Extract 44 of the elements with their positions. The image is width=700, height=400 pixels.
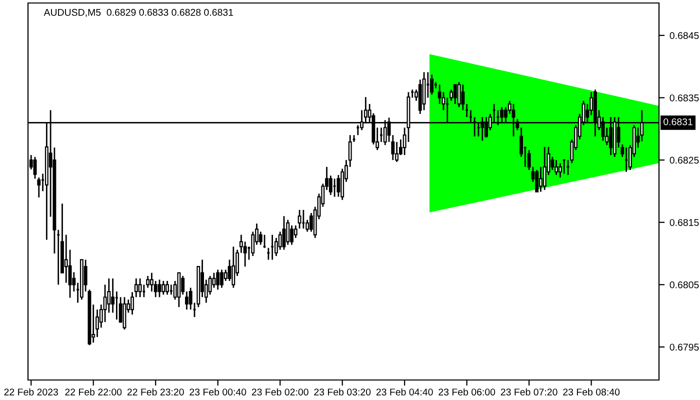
candlestick <box>430 74 434 96</box>
x-tick-label: 23 Feb 07:20 <box>500 388 558 396</box>
x-tick-label: 22 Feb 23:20 <box>127 388 184 396</box>
candlestick <box>453 84 457 105</box>
y-tick-label: 0.6845 <box>670 32 699 40</box>
candlestick <box>232 246 236 288</box>
candlestick <box>298 209 302 230</box>
candlestick <box>258 231 262 246</box>
x-tick-label: 23 Feb 00:40 <box>190 388 246 396</box>
candlestick <box>336 174 340 198</box>
candlestick <box>224 269 228 282</box>
candlestick <box>138 278 142 298</box>
candlestick <box>220 269 224 288</box>
candlestick <box>309 212 313 232</box>
y-tick-label: 0.6815 <box>670 219 699 226</box>
candlestick <box>550 156 554 171</box>
candlestick <box>558 162 562 178</box>
text: AUDUSD,M5 0.6829 0.6833 0.6828 0.6831 <box>44 8 234 17</box>
ref-line-label: 0.6831 <box>664 118 692 126</box>
candlestick <box>290 224 294 246</box>
candlestick <box>535 169 539 193</box>
candlestick <box>457 81 461 108</box>
x-tick-label: 23 Feb 08:40 <box>563 388 620 396</box>
y-tick-label: 0.6805 <box>670 281 699 288</box>
candlestick <box>228 259 232 282</box>
x-tick-label: 23 Feb 04:40 <box>376 388 433 396</box>
candlestick <box>158 278 162 298</box>
x-tick-label: 23 Feb 06:00 <box>438 388 496 396</box>
candlestick <box>37 176 41 198</box>
y-tick-label: 0.6795 <box>670 344 699 351</box>
x-tick-label: 23 Feb 03:20 <box>314 388 371 396</box>
x-tick-label: 23 Feb 02:00 <box>252 388 308 396</box>
candlestick <box>294 224 298 239</box>
candlestick <box>216 269 220 290</box>
x-tick-label: 22 Feb 22:00 <box>65 388 122 396</box>
y-tick-label: 0.6835 <box>670 94 699 102</box>
candlestick <box>539 166 542 193</box>
x-tick-label: 22 Feb 2023 <box>4 388 58 396</box>
candlestick <box>212 272 216 288</box>
y-tick-label: 0.6825 <box>670 156 699 164</box>
candlestick <box>162 280 166 296</box>
candlestick <box>166 280 169 296</box>
candlestick <box>554 159 558 176</box>
candlestick <box>542 146 546 191</box>
